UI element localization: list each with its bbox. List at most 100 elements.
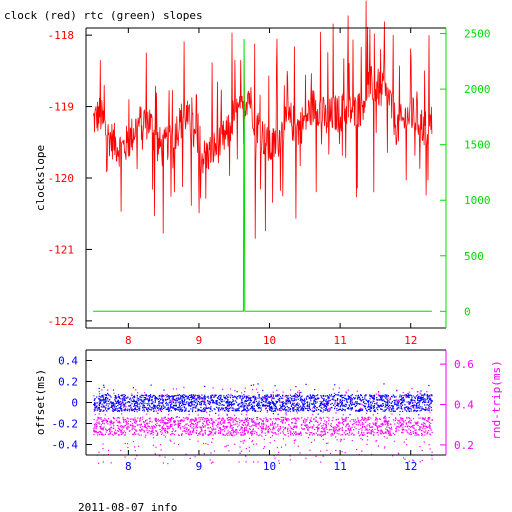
offset-series-point (99, 402, 101, 405)
rndtrip-series-point (299, 452, 301, 454)
offset-series-point (93, 398, 96, 400)
offset-series-point (301, 398, 303, 401)
rndtrip-series-point (164, 432, 167, 434)
offset-series-point (266, 394, 268, 396)
rndtrip-series-point (146, 423, 148, 425)
offset-series-point (306, 402, 309, 404)
rndtrip-series-point (424, 428, 426, 430)
offset-series-point (129, 404, 132, 406)
rndtrip-series-point (117, 421, 119, 423)
offset-series-point (175, 405, 178, 407)
rndtrip-series-point (402, 418, 404, 420)
offset-series-point (118, 410, 120, 412)
offset-series-point (136, 395, 138, 397)
rndtrip-series-point (209, 433, 211, 435)
rndtrip-series-point (305, 424, 307, 426)
rndtrip-series-point (238, 418, 240, 420)
offset-series-point (146, 408, 148, 410)
offset-series-point (196, 394, 198, 397)
offset-series-point (287, 398, 289, 400)
rndtrip-series-point (184, 417, 186, 419)
offset-series-point (191, 401, 193, 403)
rndtrip-series-point (211, 429, 213, 431)
rndtrip-series-point (144, 421, 146, 423)
rndtrip-series-point (178, 443, 180, 446)
rndtrip-series-point (373, 431, 375, 433)
offset-series-point (94, 401, 96, 404)
offset-series-point (384, 409, 386, 411)
rndtrip-series-point (244, 420, 246, 422)
rndtrip-series-point (98, 451, 100, 453)
rndtrip-series-point (139, 426, 141, 428)
rndtrip-series-point (301, 424, 303, 426)
rndtrip-series-point (334, 429, 336, 431)
rndtrip-series-point (312, 426, 314, 428)
offset-series-point (253, 402, 255, 404)
offset-series-point (399, 394, 401, 396)
rndtrip-series-point (310, 417, 312, 419)
rndtrip-series-point (369, 433, 371, 435)
offset-series-point (286, 400, 288, 402)
rndtrip-series-point (166, 422, 168, 424)
rndtrip-series-point (404, 425, 406, 427)
rndtrip-series-point (108, 428, 110, 431)
offset-series-point (320, 402, 322, 404)
rndtrip-series-point (311, 427, 313, 429)
offset-series-point (387, 400, 389, 402)
rndtrip-series-point (224, 426, 226, 428)
rndtrip-series-point (353, 420, 355, 422)
offset-series-point (193, 396, 195, 398)
offset-series-point (291, 399, 293, 401)
offset-series-point (153, 407, 155, 409)
offset-series-point (147, 404, 149, 406)
rndtrip-series-point (261, 424, 263, 426)
offset-series-point (330, 395, 332, 397)
rndtrip-series-point (392, 432, 394, 434)
offset-series-point (356, 401, 358, 403)
offset-series-point (276, 394, 279, 396)
offset-series-point (117, 399, 119, 401)
rndtrip-series-point (378, 394, 380, 396)
offset-series-point (269, 403, 271, 405)
rndtrip-series-point (230, 432, 232, 434)
offset-series-point (368, 404, 370, 406)
rndtrip-series-point (284, 396, 286, 398)
rndtrip-series-point (124, 419, 126, 421)
offset-series-point (290, 405, 292, 407)
rndtrip-series-point (399, 422, 401, 424)
offset-series-point (148, 403, 150, 405)
rndtrip-series-point (209, 459, 211, 461)
rndtrip-series-point (209, 431, 211, 433)
rndtrip-series-point (419, 429, 421, 431)
rndtrip-series-point (397, 419, 399, 421)
offset-series-point (264, 401, 266, 403)
offset-series-point (97, 407, 99, 409)
offset-series-point (373, 395, 375, 397)
offset-series-point (154, 396, 156, 398)
rndtrip-series-point (375, 440, 377, 442)
rndtrip-series-point (316, 420, 318, 423)
rndtrip-series-point (300, 434, 302, 436)
offset-series-point (336, 394, 338, 396)
rndtrip-series-point (262, 420, 264, 422)
offset-series-point (232, 410, 234, 412)
rndtrip-series-point (369, 432, 371, 434)
offset-series-point (426, 404, 428, 406)
offset-series-point (236, 391, 238, 393)
rndtrip-series-point (363, 423, 365, 425)
offset-series-point (156, 398, 158, 400)
offset-series-point (337, 398, 339, 400)
offset-series-point (204, 385, 206, 387)
rndtrip-series-point (397, 452, 399, 454)
rndtrip-series-point (235, 417, 237, 419)
offset-series-point (282, 395, 284, 397)
rndtrip-series-point (240, 441, 242, 443)
rndtrip-series-point (167, 422, 169, 425)
offset-series-point (401, 402, 403, 404)
offset-series-point (357, 394, 359, 396)
rndtrip-series-point (320, 433, 322, 435)
offset-series-point (373, 405, 376, 407)
offset-series-point (116, 408, 118, 410)
offset-series-point (118, 410, 120, 412)
rndtrip-series-point (412, 425, 414, 427)
